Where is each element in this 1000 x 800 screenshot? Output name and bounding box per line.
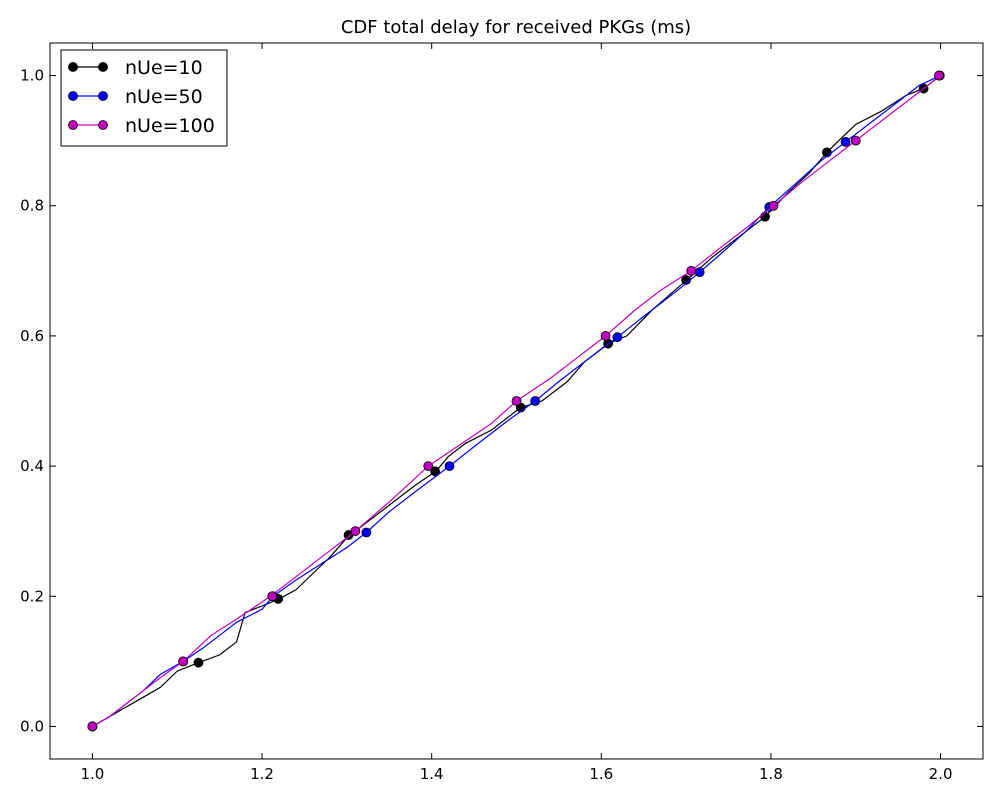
- x-tick-label: 1.0: [80, 765, 104, 783]
- plot-area: [49, 42, 984, 760]
- series-2-point: [444, 461, 455, 471]
- legend-marker: [98, 91, 108, 101]
- y-tick-label: 0.6: [20, 327, 44, 345]
- legend-marker: [98, 120, 108, 130]
- series-2-point: [840, 137, 851, 147]
- legend-marker: [68, 62, 78, 72]
- series-layer: [87, 70, 945, 732]
- y-axis: 0.0 0.2 0.4 0.6 0.8 1.0: [20, 67, 983, 735]
- y-tick-label: 0.0: [20, 717, 44, 735]
- series-2-point: [530, 396, 541, 406]
- chart-title: CDF total delay for received PKGs (ms): [341, 17, 691, 38]
- series-3-point: [933, 70, 944, 81]
- x-tick-label: 1.4: [420, 765, 444, 783]
- x-tick-label: 2.0: [929, 765, 953, 783]
- series-1-point: [430, 466, 440, 477]
- series-3-point: [350, 526, 361, 537]
- series-1-point: [760, 211, 770, 222]
- series-2-point: [694, 267, 705, 278]
- series-3-point: [768, 200, 779, 211]
- legend-label: nUe=50: [125, 86, 203, 108]
- series-3-point: [178, 656, 189, 667]
- plot-frame: [49, 42, 984, 760]
- series-1-line: [92, 75, 941, 728]
- series-3-point: [87, 721, 98, 732]
- series-2-point: [612, 332, 623, 343]
- x-tick-label: 1.6: [589, 765, 613, 783]
- series-3: [87, 70, 944, 732]
- series-3-point: [423, 461, 434, 471]
- series-3-point: [850, 135, 861, 146]
- legend-label: nUe=100: [125, 115, 215, 137]
- y-tick-label: 0.2: [20, 587, 44, 605]
- x-tick-label: 1.8: [759, 765, 783, 783]
- series-3-point: [267, 591, 278, 602]
- y-tick-label: 1.0: [20, 67, 44, 85]
- series-1-point: [193, 657, 204, 668]
- legend: nUe=10 nUe=50 nUe=100: [60, 49, 228, 147]
- y-tick-label: 0.8: [20, 197, 44, 215]
- x-axis: 1.0 1.2 1.4 1.6 1.8 2.0: [80, 43, 953, 783]
- legend-marker: [68, 91, 78, 101]
- y-tick-label: 0.4: [20, 457, 44, 475]
- series-3-point: [686, 265, 697, 276]
- legend-marker: [68, 120, 78, 130]
- legend-label: nUe=10: [125, 57, 203, 79]
- series-2-point: [361, 527, 372, 538]
- series-3-point: [600, 331, 611, 341]
- legend-box: [60, 49, 228, 147]
- series-2-line: [92, 74, 941, 728]
- legend-marker: [98, 62, 108, 72]
- x-tick-label: 1.2: [250, 765, 274, 783]
- series-3-point: [511, 396, 522, 406]
